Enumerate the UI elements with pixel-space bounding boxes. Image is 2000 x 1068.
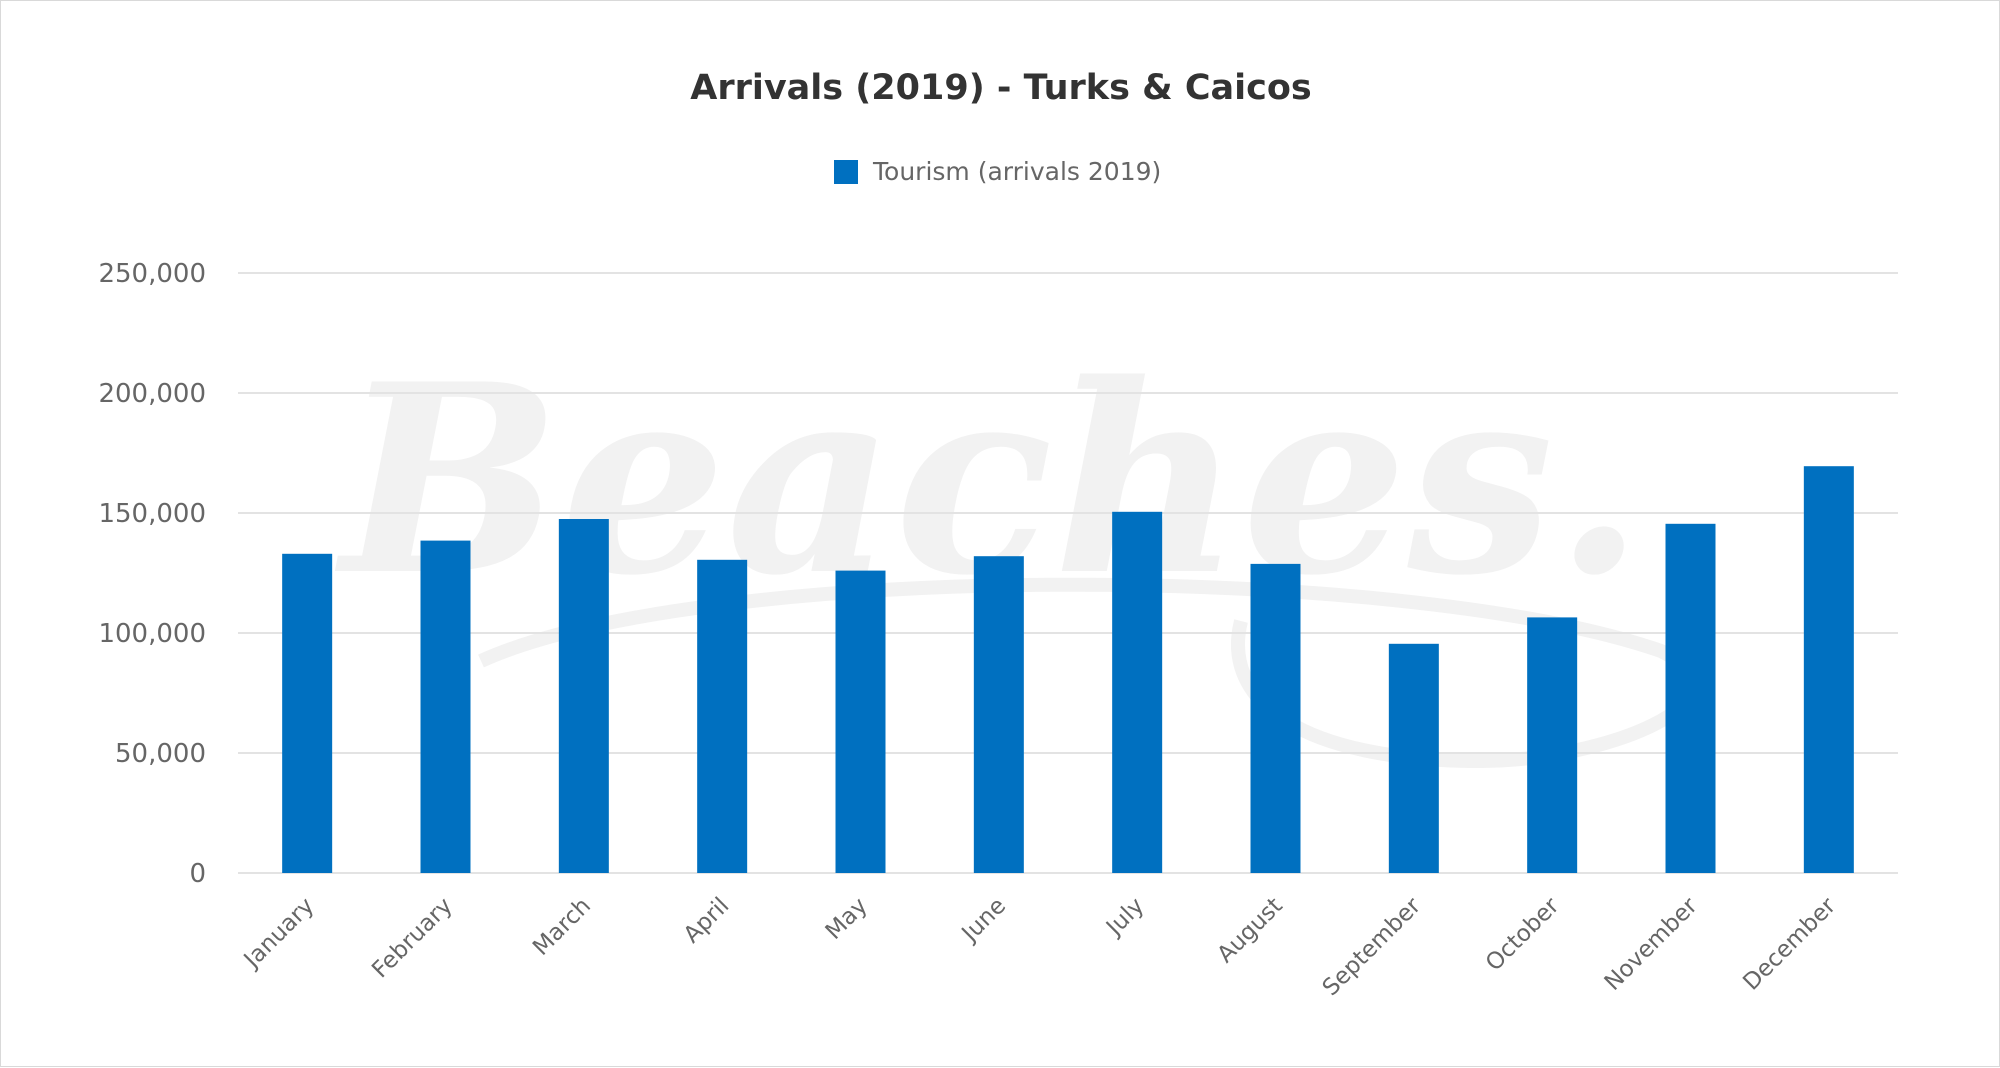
legend-label: Tourism (arrivals 2019): [872, 157, 1161, 186]
bar-march: [558, 519, 609, 873]
y-tick-label: 200,000: [98, 379, 206, 409]
x-tick-label: March: [528, 893, 596, 961]
bar-january: [282, 553, 333, 873]
x-tick-label: September: [1318, 892, 1427, 1001]
bar-november: [1665, 523, 1716, 873]
y-tick-label: 250,000: [98, 259, 206, 289]
bar-may: [835, 570, 886, 873]
x-tick-label: January: [238, 893, 319, 974]
bar-february: [420, 540, 471, 873]
x-tick-label: April: [679, 893, 735, 949]
x-tick-label: May: [821, 893, 873, 945]
x-tick-label: June: [956, 893, 1011, 948]
gridlines: [238, 272, 1898, 874]
y-tick-label: 0: [189, 859, 206, 889]
bar-july: [1112, 511, 1163, 873]
bar-june: [973, 556, 1024, 873]
x-tick-label: October: [1481, 892, 1565, 976]
y-tick-label: 100,000: [98, 619, 206, 649]
x-axis-labels: January February March April May June July Augu…: [238, 892, 1842, 1001]
x-tick-label: November: [1600, 892, 1703, 995]
bar-september: [1388, 643, 1439, 873]
bar-august: [1250, 563, 1301, 873]
x-tick-label: February: [367, 893, 457, 983]
y-axis-labels: 0 50,000 100,000 150,000 200,000 250,000: [98, 259, 206, 889]
bar-october: [1527, 617, 1578, 873]
chart-title: Arrivals (2019) - Turks & Caicos: [690, 68, 1312, 108]
x-tick-label: August: [1212, 893, 1287, 968]
bars: [282, 466, 1854, 873]
x-tick-label: December: [1738, 892, 1841, 995]
y-tick-label: 50,000: [115, 739, 206, 769]
legend-swatch: [834, 160, 858, 184]
bar-december: [1803, 466, 1854, 873]
bar-april: [697, 559, 748, 873]
y-tick-label: 150,000: [98, 499, 206, 529]
legend: Tourism (arrivals 2019): [834, 157, 1161, 186]
x-tick-label: July: [1100, 893, 1149, 942]
